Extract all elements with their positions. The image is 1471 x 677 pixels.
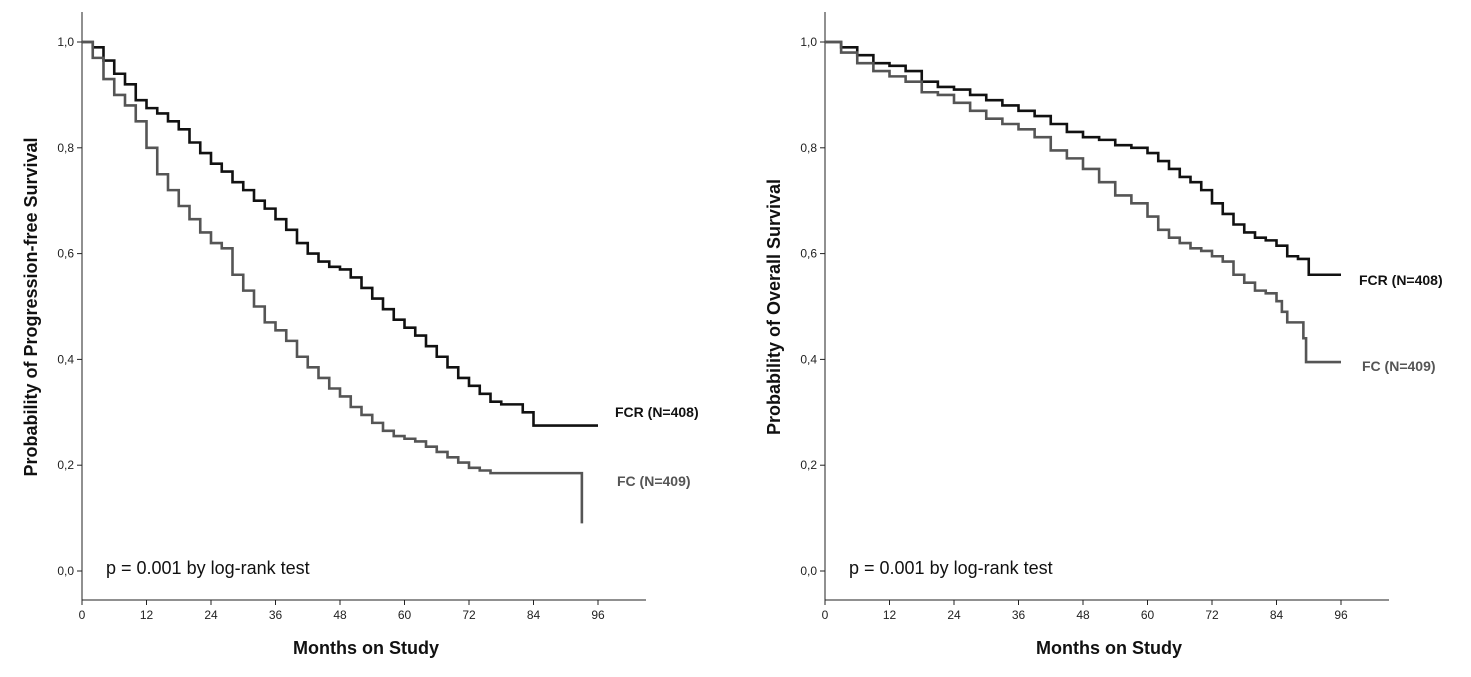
y-tick-label: 0,4: [800, 352, 817, 366]
axes: 0,0 0,2 0,4 0,6 0,8 1,0 0 12 24 36 48 60 72 84 96: [800, 12, 1389, 622]
x-tick-label: 60: [1141, 608, 1155, 622]
x-tick-label: 0: [79, 608, 86, 622]
y-tick-label: 0,8: [57, 141, 74, 155]
x-tick-label: 24: [947, 608, 961, 622]
x-tick-label: 96: [1334, 608, 1348, 622]
axes: 0,0 0,2 0,4 0,6 0,8 1,0 0 12 24 36 48 60 72 84 96: [57, 12, 646, 622]
x-tick-label: 24: [204, 608, 218, 622]
x-tick-label: 84: [1270, 608, 1284, 622]
p-value-annotation: p = 0.001 by log-rank test: [106, 558, 310, 578]
x-tick-label: 48: [1076, 608, 1090, 622]
chart-panel-os: Probability of Overall Survival Months o…: [764, 12, 1443, 658]
y-tick-label: 0,2: [57, 458, 74, 472]
x-tick-label: 72: [462, 608, 476, 622]
x-axis-title: Months on Study: [1036, 638, 1182, 658]
y-axis-title: Probability of Overall Survival: [764, 179, 784, 435]
p-value-annotation: p = 0.001 by log-rank test: [849, 558, 1053, 578]
x-tick-label: 48: [333, 608, 347, 622]
x-tick-label: 96: [591, 608, 605, 622]
x-tick-label: 0: [822, 608, 829, 622]
y-axis-title: Probability of Progression-free Survival: [21, 137, 41, 476]
y-tick-label: 0,2: [800, 458, 817, 472]
curve-label-fcr: FCR (N=408): [615, 404, 699, 420]
survival-curve-fcr: [82, 40, 598, 427]
x-tick-label: 84: [527, 608, 541, 622]
x-tick-label: 12: [140, 608, 154, 622]
survival-curves: [825, 40, 1341, 364]
curve-labels: FCR (N=408) FC (N=409): [1359, 272, 1443, 374]
chart-panel-pfs: Probability of Progression-free Survival…: [21, 12, 699, 658]
curve-label-fcr: FCR (N=408): [1359, 272, 1443, 288]
y-tick-label: 0,4: [57, 352, 74, 366]
survival-curve-fc: [825, 40, 1341, 364]
survival-curves: [82, 40, 598, 524]
y-tick-label: 0,8: [800, 141, 817, 155]
y-tick-label: 0,6: [800, 247, 817, 261]
x-tick-label: 60: [398, 608, 412, 622]
y-tick-label: 1,0: [57, 35, 74, 49]
y-tick-label: 1,0: [800, 35, 817, 49]
curve-label-fc: FC (N=409): [617, 473, 691, 489]
x-tick-label: 36: [1012, 608, 1026, 622]
y-tick-label: 0,6: [57, 247, 74, 261]
x-axis-title: Months on Study: [293, 638, 439, 658]
y-tick-label: 0,0: [57, 564, 74, 578]
survival-curve-fc: [82, 40, 584, 524]
curve-labels: FCR (N=408) FC (N=409): [615, 404, 699, 489]
curve-label-fc: FC (N=409): [1362, 358, 1436, 374]
y-tick-label: 0,0: [800, 564, 817, 578]
x-tick-label: 12: [883, 608, 897, 622]
x-tick-label: 36: [269, 608, 283, 622]
x-tick-label: 72: [1205, 608, 1219, 622]
